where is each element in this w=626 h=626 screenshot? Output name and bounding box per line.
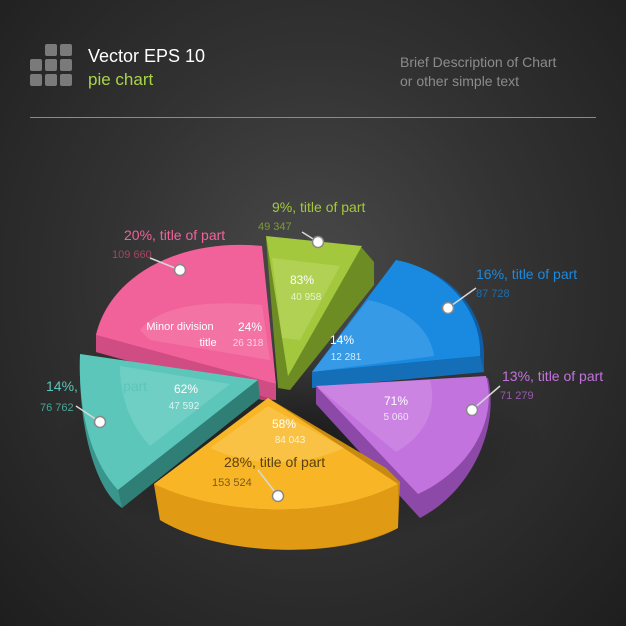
pie-slice-1[interactable] xyxy=(96,244,276,400)
slice-2-inner-percent: 83% xyxy=(290,273,314,287)
pie-slice-2[interactable] xyxy=(266,236,374,390)
slice-3-label: 16%, title of part xyxy=(476,266,577,282)
slice-5-inner-value: 84 043 xyxy=(275,435,306,446)
slice-5-label: 28%, title of part xyxy=(224,454,325,470)
marker-slice-2 xyxy=(311,235,325,249)
minor-division-percent: 24% xyxy=(238,320,262,334)
slice-2-value: 49 347 xyxy=(258,221,292,233)
marker-slice-1 xyxy=(173,263,187,277)
chart-description-line2: or other simple text xyxy=(400,73,520,89)
slice-6-inner-percent: 62% xyxy=(174,382,198,396)
slice-6-label: 14%, title of part xyxy=(46,378,147,394)
slice-1-label: 20%, title of part xyxy=(124,227,225,243)
marker-slice-3 xyxy=(441,301,455,315)
slice-6-inner-value: 47 592 xyxy=(169,401,200,412)
pie-slice-6[interactable] xyxy=(79,354,260,508)
slice-4-inner-value: 5 060 xyxy=(383,412,408,423)
slice-6-value: 76 762 xyxy=(40,402,74,414)
slice-3-value: 87 728 xyxy=(476,288,510,300)
chart-description-line1: Brief Description of Chart xyxy=(400,54,557,70)
minor-division-value: 26 318 xyxy=(233,338,264,349)
slice-5-value: 153 524 xyxy=(212,477,252,489)
slice-5-inner-percent: 58% xyxy=(272,417,296,431)
marker-slice-5 xyxy=(271,489,285,503)
minor-division-line2: title xyxy=(199,337,216,349)
header-divider xyxy=(30,117,596,118)
slice-3-inner-percent: 14% xyxy=(330,333,354,347)
pie-slice-4[interactable] xyxy=(316,376,491,518)
minor-division-line1: Minor division xyxy=(146,321,213,333)
slice-3-inner-value: 12 281 xyxy=(331,352,362,363)
slice-2-label: 9%, title of part xyxy=(272,199,365,215)
marker-slice-6 xyxy=(93,415,107,429)
grid-logo-icon xyxy=(30,44,74,88)
slice-markers xyxy=(93,235,479,503)
pie-slice-3[interactable] xyxy=(312,260,485,388)
marker-slice-4 xyxy=(465,403,479,417)
slice-4-value: 71 279 xyxy=(500,390,534,402)
slice-4-label: 13%, title of part xyxy=(502,368,603,384)
slice-1-value: 109 660 xyxy=(112,249,152,261)
pie-slice-5[interactable] xyxy=(154,398,400,550)
slice-4-inner-percent: 71% xyxy=(384,394,408,408)
page-title: Vector EPS 10 xyxy=(88,46,206,66)
slice-2-inner-value: 40 958 xyxy=(291,292,322,303)
page-subtitle: pie chart xyxy=(88,70,154,89)
